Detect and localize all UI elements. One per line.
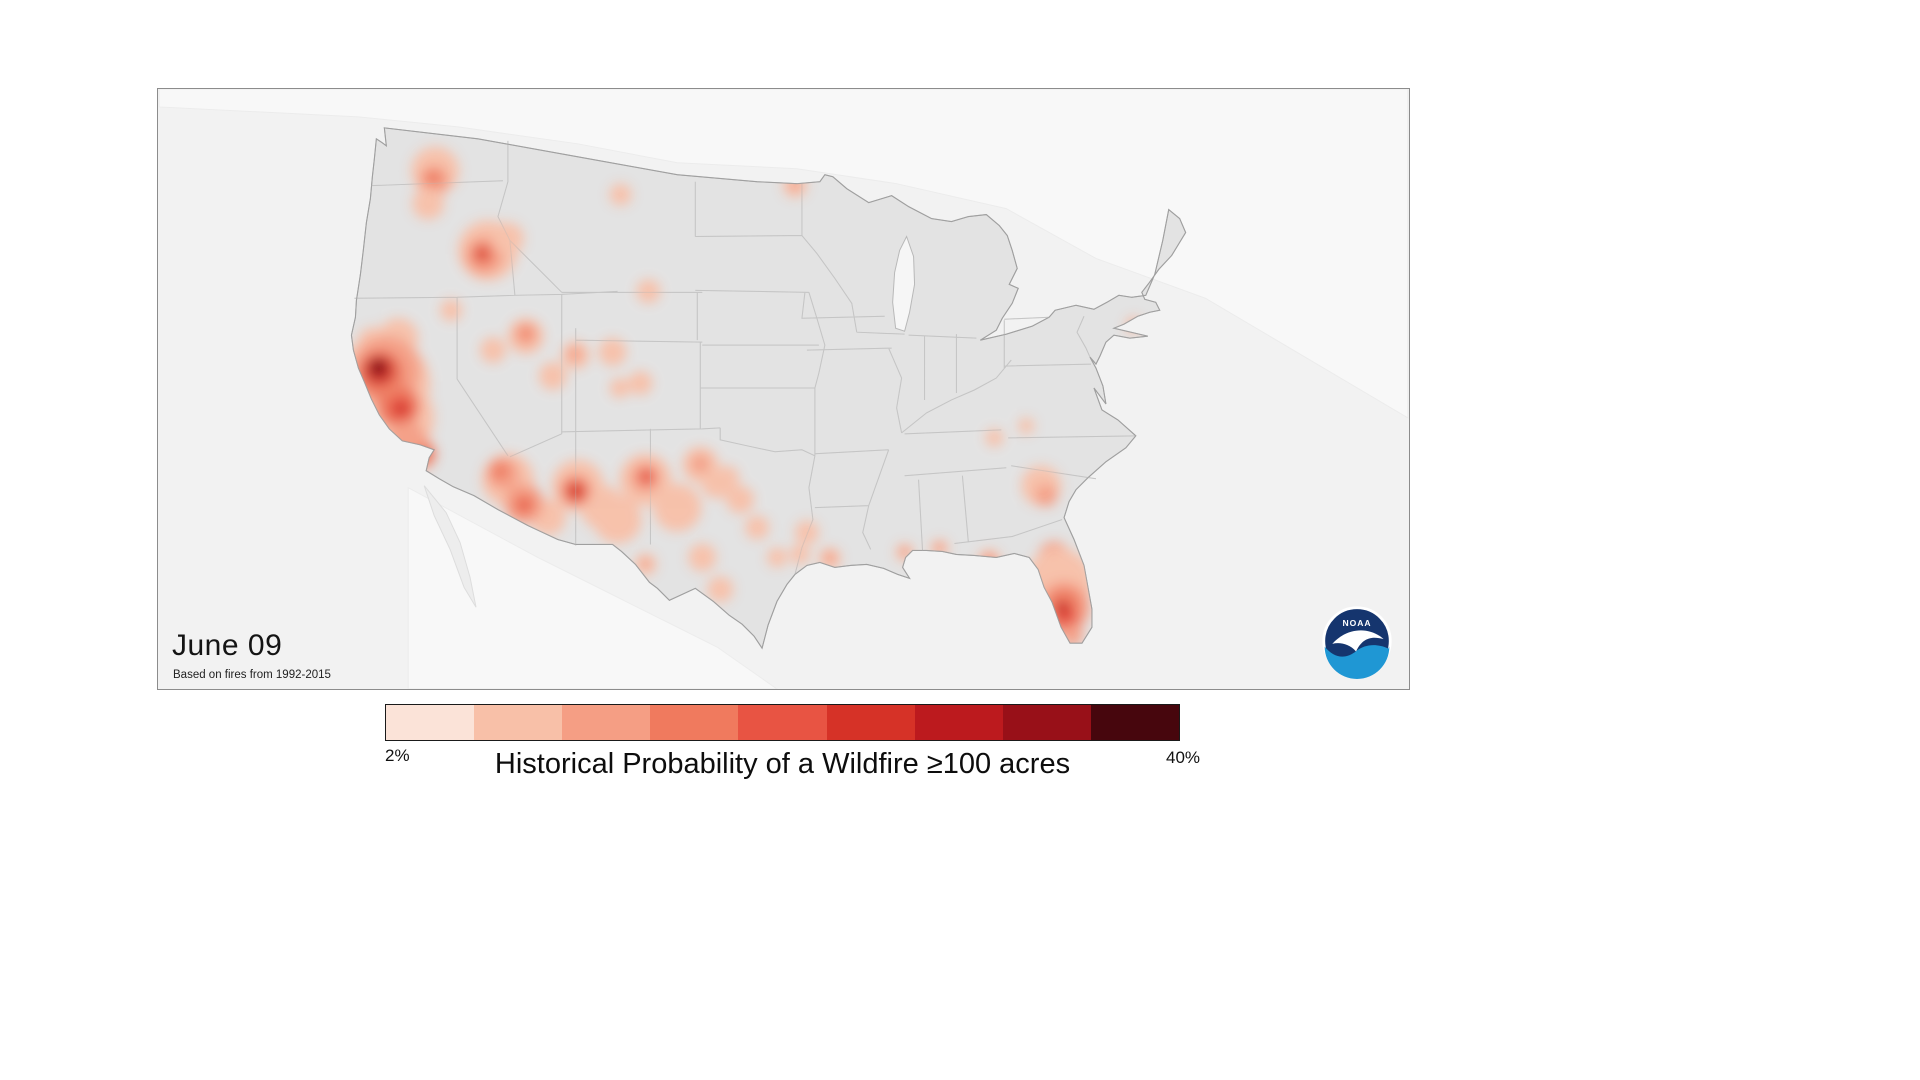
legend-title: Historical Probability of a Wildfire ≥10… [494,748,1071,780]
canada-region [158,89,1409,419]
colorbar-segment [474,705,563,740]
colorbar-min-label: 2% [385,746,410,765]
date-label: June 09 [172,629,283,662]
colorbar-segment [1090,705,1179,740]
source-note: Based on fires from 1992-2015 [173,669,331,681]
noaa-logo-text: NOAA [1343,618,1372,628]
us-wildfire-map [158,89,1409,689]
mexico-region [407,486,778,689]
colorbar-segment [914,705,1003,740]
colorbar-segment [386,705,475,740]
noaa-seagull-icon [1332,630,1384,652]
colorbar-segment [826,705,915,740]
lake-michigan [892,235,916,332]
map-panel: June 09 Based on fires from 1992-2015 NO… [157,88,1410,690]
colorbar [385,704,1180,741]
colorbar-segment [1002,705,1091,740]
colorbar-segment [738,705,827,740]
colorbar-max-label: 40% [1166,748,1201,767]
colorbar-segment [650,705,739,740]
colorbar-segment [562,705,651,740]
noaa-logo: NOAA [1322,606,1392,679]
noaa-logo-wave [1324,645,1390,679]
baja-peninsula [423,485,477,608]
